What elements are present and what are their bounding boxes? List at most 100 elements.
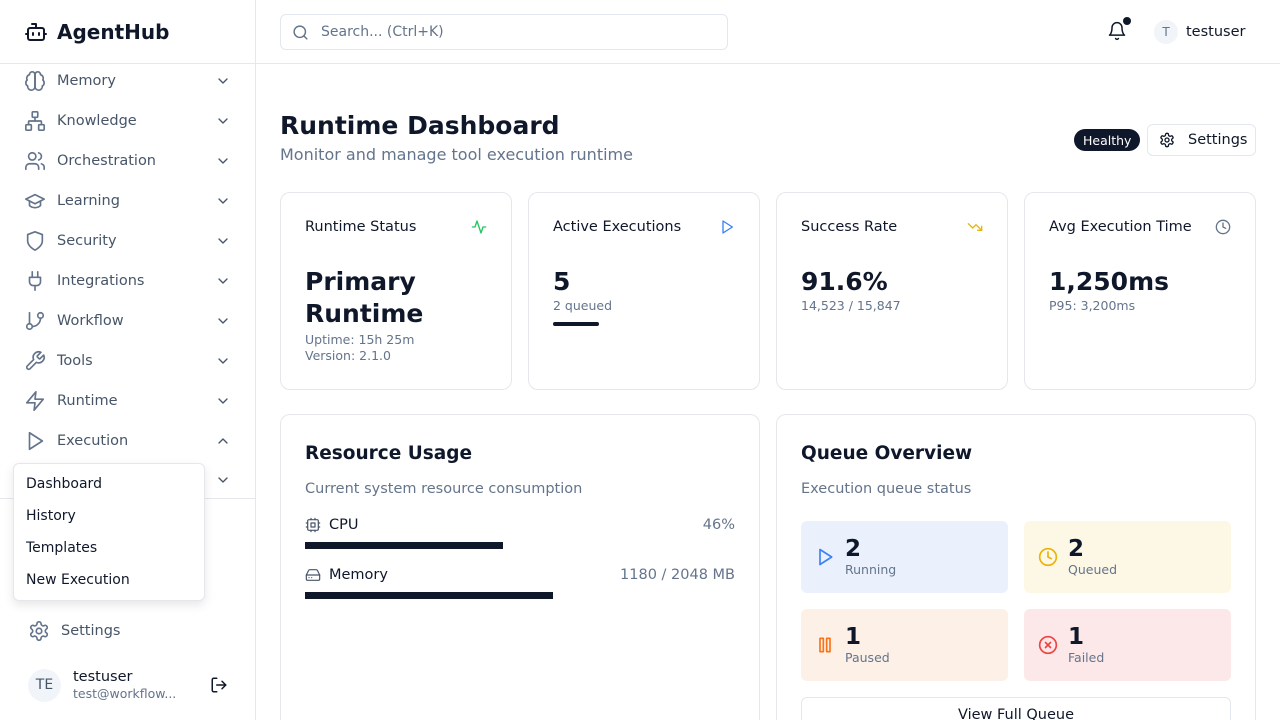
graduation-cap-icon [25,193,45,209]
stat-uptime: Uptime: 15h 25m [305,332,415,347]
execution-submenu: Dashboard History Templates New Executio… [13,463,205,601]
queue-count: 1 [1068,624,1085,650]
progress-track [305,592,735,599]
stat-title: Runtime Status [305,219,417,235]
queue-queued[interactable]: 2 Queued [1024,521,1231,593]
avatar[interactable]: TE [28,668,61,702]
resource-row-cpu: CPU 46% [305,515,735,549]
sidebar-settings-link[interactable]: Settings [28,620,120,642]
settings-button-label: Settings [1188,132,1248,148]
card-description: Execution queue status [801,481,972,497]
queue-failed[interactable]: 1 Failed [1024,609,1231,681]
chevron-down-icon [218,158,228,164]
resource-value: 46% [702,517,735,533]
sidebar-item-label: Integrations [57,273,145,289]
sidebar-item-learning[interactable]: Learning [0,181,255,221]
stat-p95: P95: 3,200ms [1049,298,1136,313]
search-input[interactable] [321,24,701,40]
sidebar-nav: Memory Knowledge Orchestration Learning [0,61,255,499]
queue-label: Paused [845,650,890,665]
stat-title: Success Rate [801,219,898,235]
active-progress-bar [553,322,599,326]
header-user-name: testuser [1186,24,1246,40]
sidebar-item-execution[interactable]: Execution [0,421,255,461]
sidebar-item-runtime[interactable]: Runtime [0,381,255,421]
sidebar-item-orchestration[interactable]: Orchestration [0,141,255,181]
play-icon [28,431,44,451]
page-subtitle: Monitor and manage tool execution runtim… [280,145,633,164]
x-circle-icon [1038,635,1058,655]
sidebar-user: TE testuser test@workflow... [28,667,228,703]
logout-icon[interactable] [210,676,228,694]
stat-queued: 2 queued [553,298,613,313]
settings-button[interactable]: Settings [1147,124,1256,156]
activity-icon [471,220,487,234]
zap-icon [25,391,45,411]
queue-grid: 2 Running 2 Queued 1 Paused 1 Failed [801,521,1231,681]
stat-title: Avg Execution Time [1049,219,1192,235]
brand[interactable]: AgentHub [0,0,255,64]
submenu-item-history[interactable]: History [26,508,76,524]
users-icon [25,151,45,171]
chevron-down-icon [218,78,228,84]
sidebar-item-label: Security [57,233,117,249]
stat-value: Primary Runtime [305,267,424,328]
user-email: test@workflow... [73,686,177,701]
sidebar-item-knowledge[interactable]: Knowledge [0,101,255,141]
sidebar-item-security[interactable]: Security [0,221,255,261]
chevron-down-icon [218,318,228,324]
sidebar-item-tools[interactable]: Tools [0,341,255,381]
sidebar-item-hidden[interactable] [0,461,255,499]
chevron-down-icon [218,477,228,483]
submenu-item-templates[interactable]: Templates [26,540,98,556]
brain-icon [25,71,45,91]
sidebar-item-label: Memory [57,73,116,89]
resource-usage-card: Resource Usage Current system resource c… [280,414,760,720]
play-icon [722,220,733,234]
sidebar-item-integrations[interactable]: Integrations [0,261,255,301]
header-user-menu[interactable]: T testuser [1154,20,1245,44]
queue-label: Queued [1068,562,1117,577]
search-icon [293,24,308,40]
stat-value: 5 [553,267,571,296]
search-box [280,14,728,50]
gear-icon [29,621,49,641]
wrench-icon [25,351,45,371]
plug-icon [28,271,42,291]
view-full-queue-button[interactable]: View Full Queue [801,697,1231,720]
progress-track [305,542,735,549]
resource-name: CPU [329,517,359,533]
brand-name: AgentHub [57,19,170,44]
notification-dot [1123,17,1131,25]
bell-icon[interactable] [1107,21,1127,41]
resource-name: Memory [329,567,388,583]
sidebar-item-label: Orchestration [57,153,157,169]
pause-icon [819,637,831,653]
submenu-item-new-execution[interactable]: New Execution [26,572,130,588]
stat-card-active-executions: Active Executions 5 2 queued [528,192,760,390]
gear-icon [1160,132,1174,148]
submenu-item-dashboard[interactable]: Dashboard [26,476,102,492]
sidebar: AgentHub Memory Knowledge Orchestration [0,0,256,720]
stat-ratio: 14,523 / 15,847 [801,298,901,313]
chevron-down-icon [218,398,228,404]
cpu-icon [305,517,321,533]
stat-value: 91.6% [801,267,888,296]
git-branch-icon [25,311,45,331]
sidebar-item-workflow[interactable]: Workflow [0,301,255,341]
resource-row-memory: Memory 1180 / 2048 MB [305,565,735,599]
queue-overview-card: Queue Overview Execution queue status 2 … [776,414,1256,720]
sidebar-item-label: Workflow [57,313,124,329]
sidebar-item-label: Runtime [57,393,118,409]
card-title: Resource Usage [305,443,473,464]
queue-label: Failed [1068,650,1105,665]
queue-paused[interactable]: 1 Paused [801,609,1008,681]
stat-value: 1,250ms [1049,267,1170,296]
bot-icon [25,22,47,41]
sidebar-item-memory[interactable]: Memory [0,61,255,101]
stat-card-runtime-status: Runtime Status Primary Runtime Uptime: 1… [280,192,512,390]
sidebar-item-label: Execution [57,433,129,449]
clock-icon [1038,547,1058,567]
queue-running[interactable]: 2 Running [801,521,1008,593]
queue-count: 2 [1068,536,1085,562]
